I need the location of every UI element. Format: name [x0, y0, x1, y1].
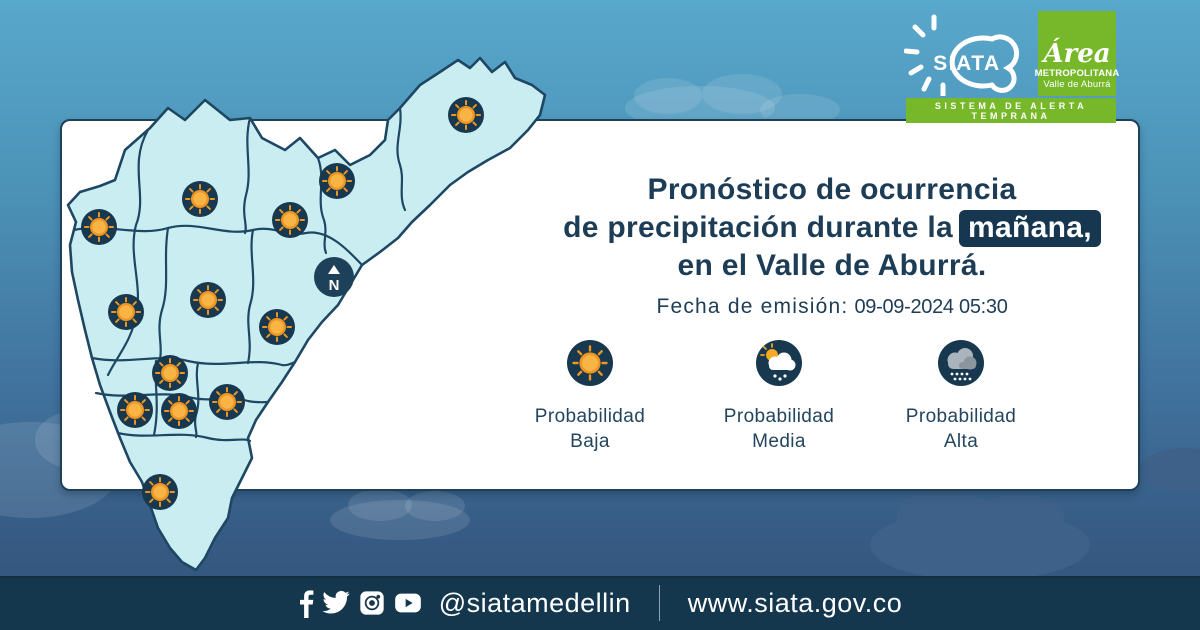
legend-label-line1: Probabilidad: [905, 406, 1017, 427]
twitter-icon[interactable]: [321, 590, 351, 616]
youtube-icon[interactable]: [393, 589, 423, 617]
legend-label-line2: Baja: [570, 431, 610, 452]
sun-cloud-rain-icon: [756, 340, 802, 386]
legend-label-line1: Probabilidad: [534, 406, 646, 427]
social-handle-link[interactable]: @siatamedellin: [438, 587, 631, 618]
amva-logo-script: Área: [1043, 39, 1111, 69]
page-title-line3: en el Valle de Aburrá.: [677, 249, 987, 282]
sun-icon: [567, 340, 613, 386]
amva-logo-line2: Valle de Aburrá: [1043, 79, 1111, 90]
siata-tagline-banner: SISTEMA DE ALERTA TEMPRANA: [906, 98, 1116, 123]
legend-item-alta: Probabilidad Alta: [861, 339, 1061, 454]
emission-date-label: Fecha de emisión:: [656, 295, 849, 318]
page-title-line2-prefix: de precipitación durante la: [563, 211, 954, 244]
legend-label-line2: Media: [752, 431, 806, 452]
page-title-line2: de precipitación durante la mañana,: [482, 209, 1182, 247]
forecast-card: Pronóstico de ocurrencia de precipitació…: [60, 119, 1140, 491]
footer-divider: [658, 585, 660, 621]
title-highlight-badge: mañana,: [959, 210, 1101, 247]
website-link[interactable]: www.siata.gov.co: [687, 587, 903, 618]
legend-item-media: Probabilidad Media: [679, 339, 879, 454]
emission-date-value: 09-09-2024 05:30: [854, 296, 1008, 318]
facebook-icon[interactable]: [298, 588, 314, 618]
legend-item-baja: Probabilidad Baja: [490, 339, 690, 454]
amva-logo: Área METROPOLITANA Valle de Aburrá: [1035, 11, 1119, 96]
cloud-rain-icon: [938, 340, 984, 386]
page-title-line1: Pronóstico de ocurrencia: [647, 173, 1017, 206]
footer-bar: @siatamedellin www.siata.gov.co: [0, 576, 1200, 630]
social-icons: [298, 588, 423, 618]
logo-area: SIATA Área METROPOLITANA Valle de Aburrá…: [904, 10, 1119, 123]
emission-date-row: Fecha de emisión: 09-09-2024 05:30: [482, 295, 1182, 319]
amva-logo-line1: METROPOLITANA: [1034, 68, 1120, 79]
siata-logo: SIATA: [904, 14, 1020, 96]
instagram-icon[interactable]: [358, 589, 386, 617]
legend-label-line2: Alta: [943, 431, 979, 452]
siata-logo-text: SIATA: [933, 52, 1000, 75]
legend-label-line1: Probabilidad: [723, 406, 835, 427]
title-block: Pronóstico de ocurrencia de precipitació…: [482, 171, 1182, 319]
